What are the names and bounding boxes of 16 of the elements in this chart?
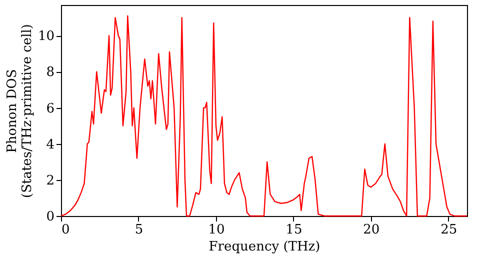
x-tick-label: 20 (363, 222, 380, 238)
x-axis-title: Frequency (THz) (208, 240, 320, 254)
text: Phonon DOS (4, 69, 20, 153)
line-series (60, 15, 468, 217)
x-tick-label: 25 (440, 222, 458, 238)
x-tick-label: 0 (62, 222, 70, 238)
y-tick-label: 2 (46, 173, 54, 188)
text: (States/THz·primitive cell) (20, 24, 35, 198)
y-tick-label: 4 (46, 137, 54, 152)
x-tick-label: 5 (134, 222, 144, 238)
y-tick-label: 8 (46, 65, 54, 80)
y-tick-label: 0 (46, 210, 54, 224)
y-tick-label: 10 (38, 29, 54, 44)
y-tick-label: 6 (46, 101, 54, 116)
x-tick-label: 10 (208, 222, 225, 238)
x-tick-label: 15 (286, 222, 302, 238)
